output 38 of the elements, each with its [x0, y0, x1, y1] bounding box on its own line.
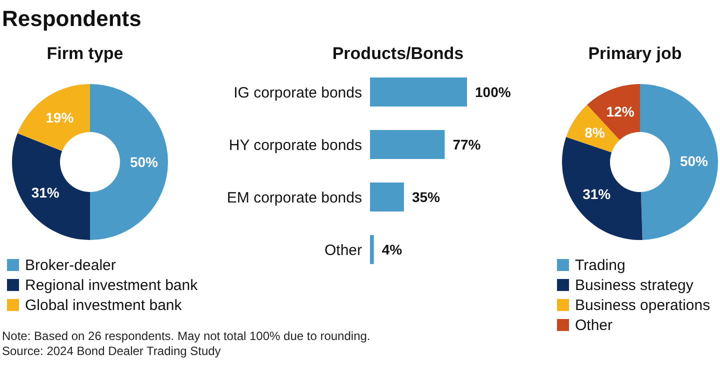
- legend-label: Regional investment bank: [24, 276, 198, 295]
- y-tick-label: Other: [324, 242, 362, 260]
- donut-slice: [587, 84, 640, 140]
- donut-slice: [12, 133, 90, 240]
- bar: [370, 78, 467, 107]
- text: Respondents: [2, 6, 142, 32]
- legend-label: Business strategy: [574, 276, 694, 295]
- y-tick-label: EM corporate bonds: [226, 190, 362, 207]
- donut-slice: [17, 84, 90, 151]
- data-label: 35%: [412, 189, 441, 206]
- donut-slice: [640, 84, 718, 240]
- text: Note: Based on 26 respondents. May not total 100% due to rounding.: [2, 329, 370, 344]
- legend-label: Business operations: [574, 296, 710, 315]
- legend-label: Trading: [574, 256, 626, 275]
- legend-label: Other: [574, 316, 614, 335]
- data-label: 31%: [582, 186, 612, 202]
- donut-slice: [90, 84, 168, 240]
- chart-title: Firm type: [46, 44, 124, 64]
- legend-label: Global investment bank: [24, 296, 183, 315]
- bar: [370, 130, 445, 160]
- data-label: 100%: [475, 84, 512, 100]
- legend-label: Broker-dealer: [24, 256, 117, 275]
- y-tick-label: IG corporate bonds: [234, 84, 362, 102]
- data-label: 31%: [31, 184, 60, 200]
- donut-slice: [562, 136, 642, 240]
- data-label: 19%: [46, 109, 74, 126]
- bar: [370, 182, 404, 212]
- data-label: 77%: [452, 136, 482, 153]
- bar: [370, 235, 374, 264]
- source-note: Source: 2024 Bond Dealer Trading Study: [2, 344, 222, 359]
- data-label: 50%: [680, 153, 709, 170]
- y-tick-label: HY corporate bonds: [228, 137, 362, 154]
- data-label: 4%: [382, 242, 403, 258]
- chart-title: Primary job: [587, 44, 683, 64]
- chart-title: Products/Bonds: [331, 44, 465, 64]
- data-label: 50%: [130, 154, 159, 170]
- data-label: 8%: [584, 124, 606, 141]
- data-label: 12%: [606, 104, 635, 120]
